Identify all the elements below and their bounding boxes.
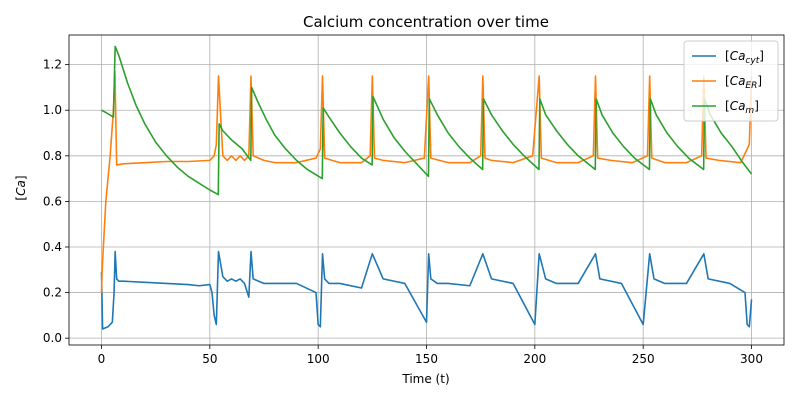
x-axis-label: Time (t) [401, 372, 449, 386]
y-axis-label: [Ca] [14, 175, 28, 200]
x-tick-label: 200 [523, 352, 546, 366]
x-tick-label: 0 [98, 352, 106, 366]
x-tick-label: 300 [740, 352, 763, 366]
y-tick-label: 0.0 [43, 331, 62, 345]
series-line-m [101, 45, 753, 196]
x-tick-label: 100 [307, 352, 330, 366]
x-tick-label: 250 [632, 352, 655, 366]
legend-box [683, 40, 779, 122]
y-tick-label: 0.8 [43, 149, 62, 163]
y-tick-label: 0.4 [43, 240, 62, 254]
y-tick-label: 1.0 [43, 103, 62, 117]
grid-lines [69, 35, 784, 345]
legend-label: [CaER] [725, 74, 762, 91]
x-tick-label: 150 [415, 352, 438, 366]
chart-title: Calcium concentration over time [303, 13, 549, 31]
legend: [Cacyt] [CaER] [Cam] [683, 40, 779, 122]
y-tick-label: 1.2 [43, 58, 62, 72]
legend-label: [Cam] [725, 99, 759, 116]
series-layer [100, 45, 753, 330]
x-tick-label: 50 [202, 352, 217, 366]
axes: 0 50 100 150 200 250 300 0.0 0.2 0.4 0.6 0.8 1.0 1.2 [43, 34, 785, 366]
y-tick-label: 0.2 [43, 286, 62, 300]
legend-label: [Cacyt] [725, 49, 764, 66]
y-tick-label: 0.6 [43, 194, 62, 208]
plot-frame [68, 34, 785, 346]
series-line-cyt [100, 250, 753, 330]
